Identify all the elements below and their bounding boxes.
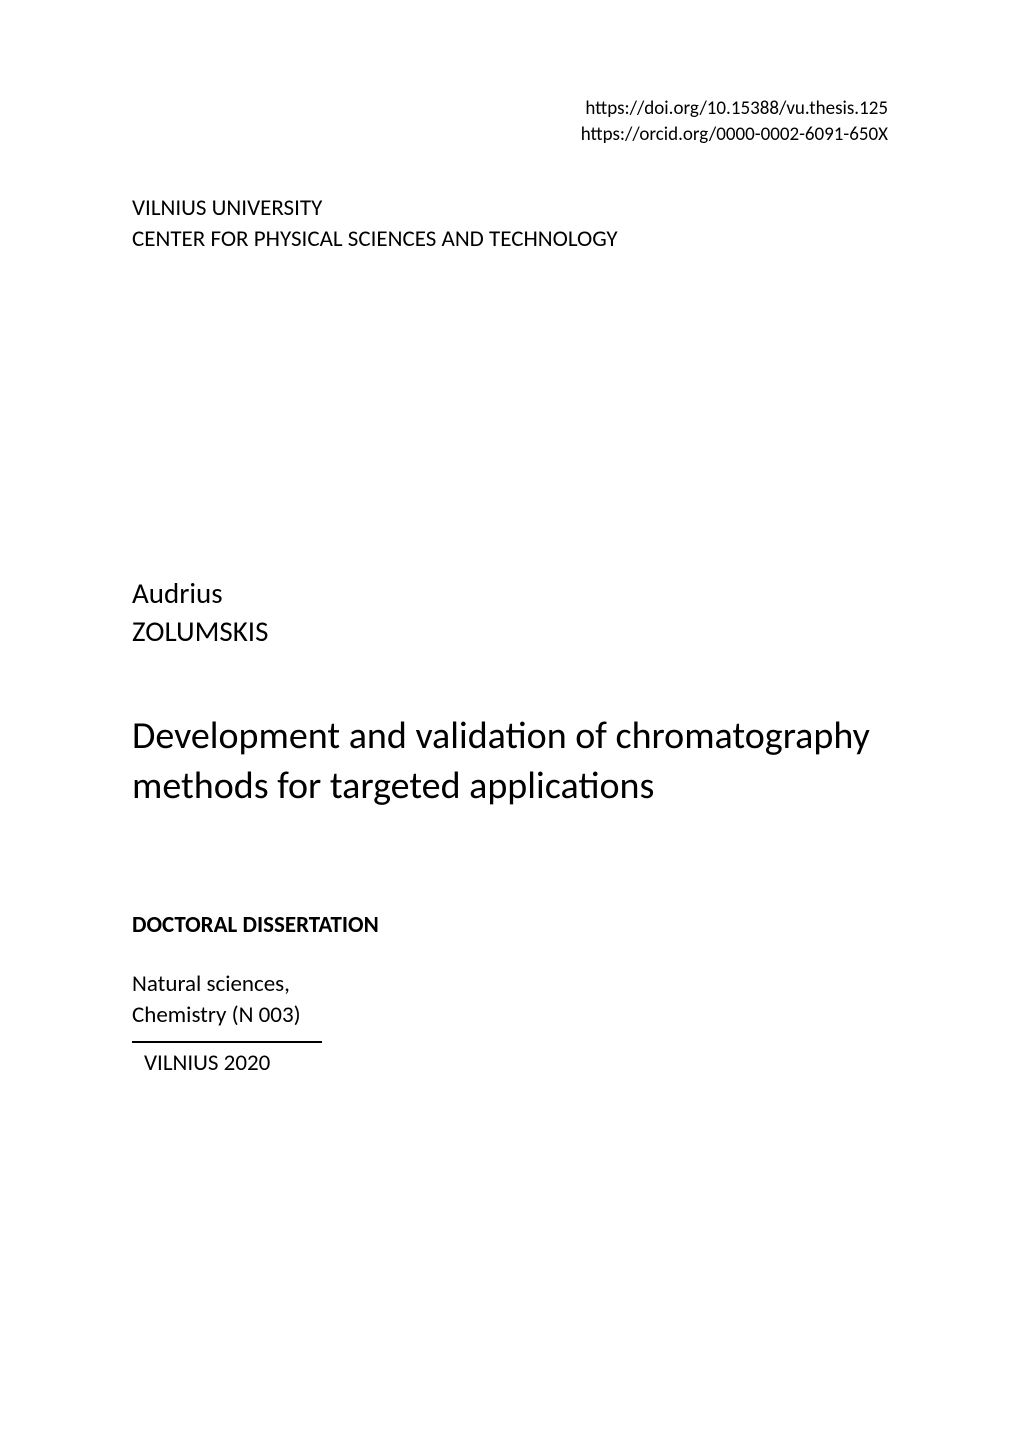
institution-block: VILNIUS UNIVERSITY CENTER FOR PHYSICAL S… — [132, 193, 888, 255]
discipline-line-1: Natural sciences, — [132, 969, 888, 1000]
horizontal-separator — [132, 1041, 322, 1043]
separator-wrap — [132, 1041, 888, 1043]
thesis-title: Development and validation of chromatogr… — [132, 711, 888, 811]
author-first-name: Audrius — [132, 575, 888, 613]
orcid-line: https://orcid.org/0000-0002-6091-650X — [132, 122, 888, 148]
author-block: Audrius ZOLUMSKIS — [132, 575, 888, 650]
document-type: DOCTORAL DISSERTATION — [132, 911, 888, 939]
institution-line-2: CENTER FOR PHYSICAL SCIENCES AND TECHNOL… — [132, 224, 888, 255]
doi-line: https://doi.org/10.15388/vu.thesis.125 — [132, 96, 888, 122]
institution-line-1: VILNIUS UNIVERSITY — [132, 193, 888, 224]
place-year: VILNIUS 2020 — [144, 1049, 888, 1077]
page: https://doi.org/10.15388/vu.thesis.125 h… — [0, 0, 1020, 1440]
author-last-name: ZOLUMSKIS — [132, 613, 888, 651]
discipline-block: Natural sciences, Chemistry (N 003) — [132, 969, 888, 1031]
discipline-line-2: Chemistry (N 003) — [132, 1000, 888, 1031]
metadata-block: https://doi.org/10.15388/vu.thesis.125 h… — [132, 96, 888, 147]
